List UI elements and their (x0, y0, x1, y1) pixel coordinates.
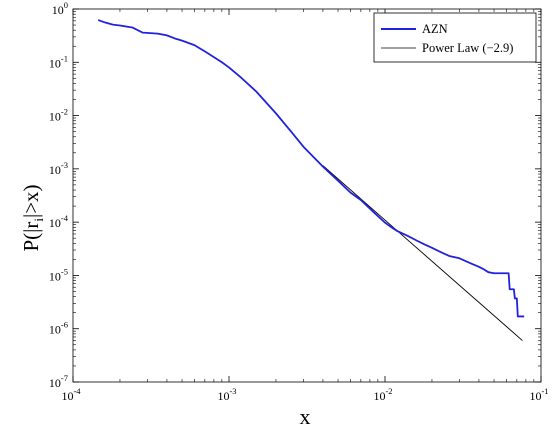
x-tick-base: 10 (217, 389, 229, 403)
y-tick-label: 10-2 (49, 107, 68, 124)
x-tick-base: 10 (373, 389, 385, 403)
y-tick-base: 10 (49, 323, 61, 337)
y-tick-exponent: -3 (61, 160, 68, 170)
y-tick-label: 100 (52, 0, 68, 17)
x-tick-base: 10 (61, 389, 73, 403)
x-tick-label: 10-1 (529, 386, 548, 403)
tick-labels: 10-4 10-3 10-2 10-110-710-610-510-410-310-2… (49, 0, 549, 403)
series-layer (97, 19, 525, 341)
y-tick-label: 10-3 (49, 160, 68, 177)
legend: AZN Power Law (−2.9) (373, 12, 537, 63)
y-tick-base: 10 (49, 216, 61, 230)
y-tick-base: 10 (49, 110, 61, 124)
plot-border (72, 8, 542, 383)
y-tick-exponent: -1 (61, 53, 68, 63)
y-tick-label: 10-4 (49, 213, 69, 230)
y-tick-exponent: -4 (61, 213, 69, 223)
x-tick-exponent: -2 (385, 386, 392, 396)
y-axis-label-sub: i (31, 218, 46, 222)
legend-box (373, 12, 537, 63)
y-axis-label-end: |>x) (19, 184, 43, 218)
y-tick-exponent: -2 (61, 107, 68, 117)
x-tick-exponent: -4 (73, 386, 81, 396)
axis-ticks (72, 8, 542, 383)
x-tick-exponent: -3 (229, 386, 236, 396)
y-tick-base: 10 (49, 269, 61, 283)
x-tick-exponent: -1 (541, 386, 548, 396)
y-tick-base: 10 (52, 3, 64, 17)
x-tick-label: 10-2 (373, 386, 392, 403)
x-tick-label: 10-3 (217, 386, 236, 403)
y-tick-exponent: -7 (61, 373, 68, 383)
y-axis-label-main: P(|r (19, 222, 43, 252)
x-tick-base: 10 (529, 389, 541, 403)
y-tick-base: 10 (49, 163, 61, 177)
x-axis-label: x (300, 404, 311, 429)
y-tick-label: 10-6 (49, 320, 68, 337)
y-tick-base: 10 (49, 56, 61, 70)
y-tick-exponent: 0 (64, 0, 68, 10)
y-tick-base: 10 (49, 376, 61, 390)
y-tick-exponent: -5 (61, 266, 68, 276)
series-line-power-law (322, 165, 523, 341)
x-tick-label: 10-4 (61, 386, 81, 403)
legend-label-power-law: Power Law (−2.9) (422, 41, 513, 55)
plot-frame (72, 8, 542, 383)
y-tick-label: 10-1 (49, 53, 68, 70)
y-tick-label: 10-7 (49, 373, 68, 390)
legend-label-azn: AZN (422, 22, 448, 36)
y-tick-label: 10-5 (49, 266, 68, 283)
series-line-azn (97, 19, 525, 318)
y-axis-label: P(|ri|>x) (19, 184, 46, 251)
y-tick-exponent: -6 (61, 320, 68, 330)
